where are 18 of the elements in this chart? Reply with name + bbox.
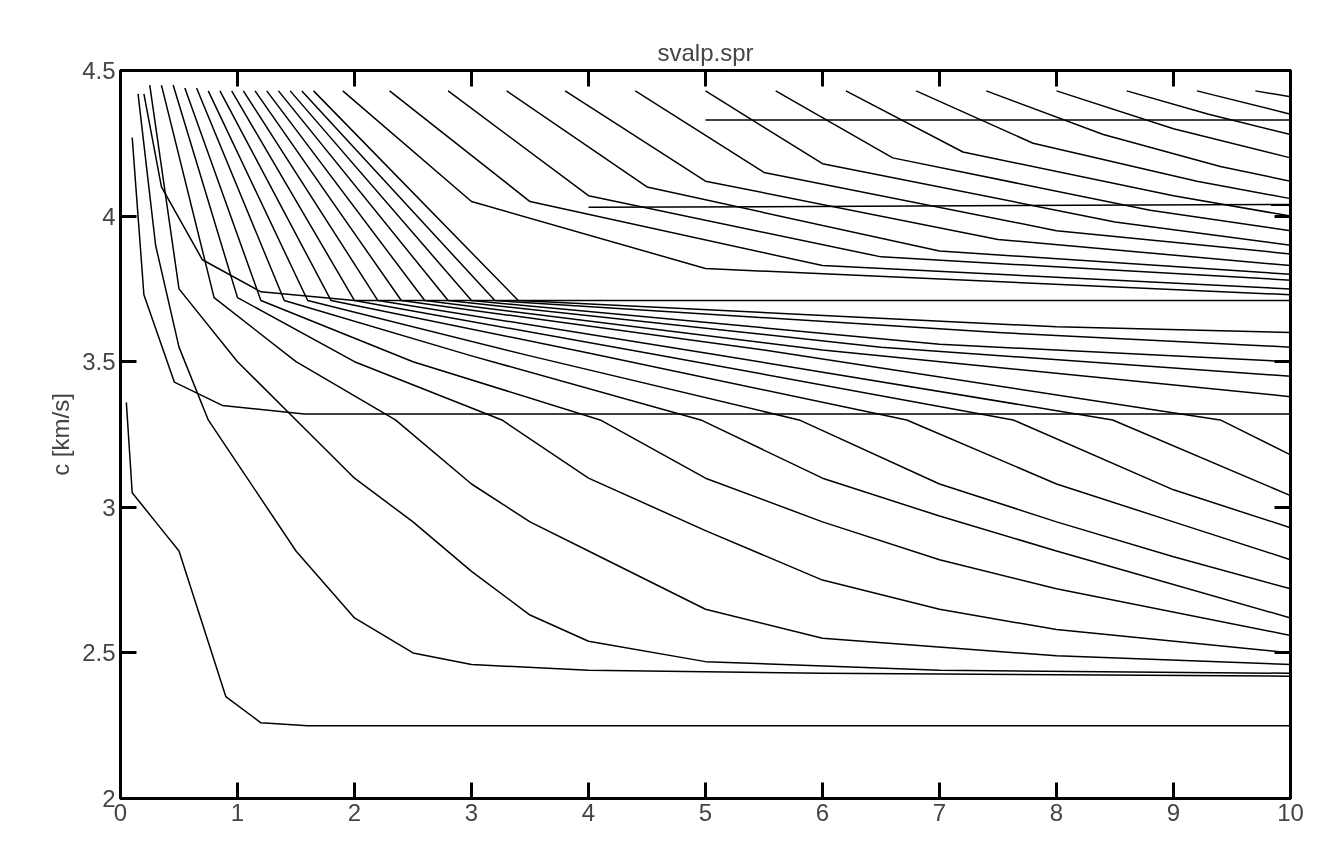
x-tick-label: 7 xyxy=(932,798,947,826)
x-tick-label: 9 xyxy=(1166,798,1181,826)
y-tick-label: 3 xyxy=(102,493,116,521)
x-tick-label: 4 xyxy=(581,798,596,826)
y-tick-label: 2.5 xyxy=(82,639,116,667)
y-tick-label: 3.5 xyxy=(82,348,116,376)
x-tick-label: 6 xyxy=(815,798,830,826)
x-tick-label: 2 xyxy=(347,798,362,826)
y-tick-label: 4 xyxy=(102,202,116,230)
x-tick-label: 1 xyxy=(230,798,245,826)
y-axis-title: c [km/s] xyxy=(47,393,75,476)
x-tick-label: 0 xyxy=(113,798,128,826)
x-tick-label: 3 xyxy=(464,798,479,826)
x-tick-label: 10 xyxy=(1277,798,1304,826)
chart-title: svalp.spr xyxy=(657,38,754,66)
y-tick-label: 4.5 xyxy=(82,57,116,84)
x-tick-label: 8 xyxy=(1049,798,1064,826)
x-tick-label: 5 xyxy=(698,798,713,826)
